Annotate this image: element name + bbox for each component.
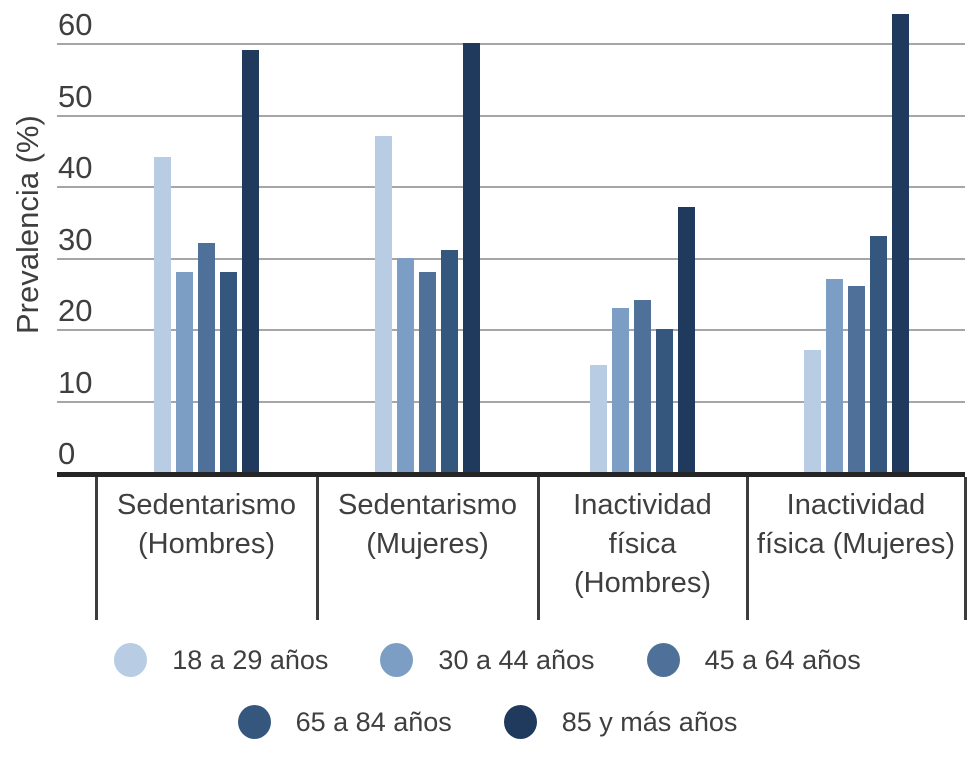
- bar-group3-series5: [678, 207, 695, 472]
- legend-item-series3: 45 a 64 años: [646, 643, 861, 677]
- gridline-50: [57, 114, 965, 117]
- legend-label-series3: 45 a 64 años: [704, 644, 861, 675]
- category-divider-3: [536, 477, 540, 620]
- legend-label-series1: 18 a 29 años: [172, 644, 329, 675]
- bar-group2-series1: [375, 135, 392, 472]
- y-axis-title: Prevalencia (%): [10, 115, 45, 335]
- bar-group2-series2: [397, 257, 414, 472]
- category-divider-5: [963, 477, 967, 620]
- bar-group4-series2: [825, 278, 843, 472]
- y-tick-label-50: 50: [58, 78, 93, 114]
- bar-group1-series5: [242, 50, 259, 472]
- legend-dot-icon-series1: [114, 643, 148, 677]
- category-divider-4: [745, 477, 749, 620]
- category-divider-1: [94, 477, 98, 620]
- legend-dot-icon-series3: [646, 643, 680, 677]
- gridline-10: [57, 400, 965, 403]
- bar-group3-series2: [612, 307, 629, 472]
- legend: 18 a 29 años 30 a 44 años 45 a 64 años 65 a…: [0, 632, 975, 756]
- bar-group4-series4: [869, 236, 887, 472]
- category-label-1: Sedentarismo (Hombres): [117, 489, 296, 560]
- y-tick-label-0: 0: [58, 436, 76, 471]
- legend-dot-icon-series5: [503, 705, 537, 739]
- legend-item-series5: 85 y más años: [503, 705, 738, 739]
- category-label-3: Inactividad física (Hombres): [573, 489, 712, 599]
- gridline-30: [57, 257, 965, 260]
- plot-area: Prevalencia (%) 0 10 20 30 40 50 60: [10, 7, 965, 477]
- bar-group2-series5: [463, 43, 480, 472]
- bar-group4-series1: [803, 350, 821, 472]
- bar-group4-series5: [891, 14, 909, 472]
- y-tick-label-30: 30: [58, 221, 93, 257]
- y-tick-label-10: 10: [58, 364, 93, 400]
- y-tick-label-20: 20: [58, 293, 93, 328]
- bar-group3-series3: [634, 300, 651, 472]
- bar-group2-series4: [441, 250, 458, 472]
- legend-row-1: 18 a 29 años 30 a 44 años 45 a 64 años: [0, 632, 975, 688]
- bar-group3-series4: [656, 329, 673, 472]
- legend-dot-icon-series4: [237, 705, 271, 739]
- legend-label-series2: 30 a 44 años: [438, 644, 595, 675]
- gridline-60: [57, 43, 965, 45]
- bar-group4-series3: [847, 286, 865, 472]
- legend-label-series4: 65 a 84 años: [295, 706, 452, 737]
- gridline-40: [57, 186, 965, 188]
- gridline-20: [57, 329, 965, 331]
- legend-dot-icon-series2: [380, 643, 414, 677]
- bar-group1-series4: [220, 271, 237, 472]
- bar-group1-series2: [176, 271, 193, 472]
- legend-row-2: 65 a 84 años 85 y más años: [0, 694, 975, 750]
- y-tick-label-40: 40: [58, 150, 93, 185]
- bar-group3-series1: [590, 364, 607, 472]
- legend-item-series4: 65 a 84 años: [237, 705, 452, 739]
- y-tick-label-60: 60: [58, 7, 93, 42]
- category-label-4: Inactividad física (Mujeres): [756, 489, 956, 560]
- x-axis-line: [57, 472, 965, 477]
- bar-group1-series1: [154, 157, 171, 472]
- bar-group1-series3: [198, 243, 215, 472]
- category-label-2: Sedentarismo (Mujeres): [338, 489, 517, 560]
- bar-group2-series3: [419, 271, 436, 472]
- legend-label-series5: 85 y más años: [561, 706, 738, 737]
- legend-item-series2: 30 a 44 años: [380, 643, 595, 677]
- category-axis: Sedentarismo (Hombres) Sedentarismo (Mujere…: [0, 477, 975, 620]
- category-divider-2: [315, 477, 319, 620]
- legend-item-series1: 18 a 29 años: [114, 643, 328, 677]
